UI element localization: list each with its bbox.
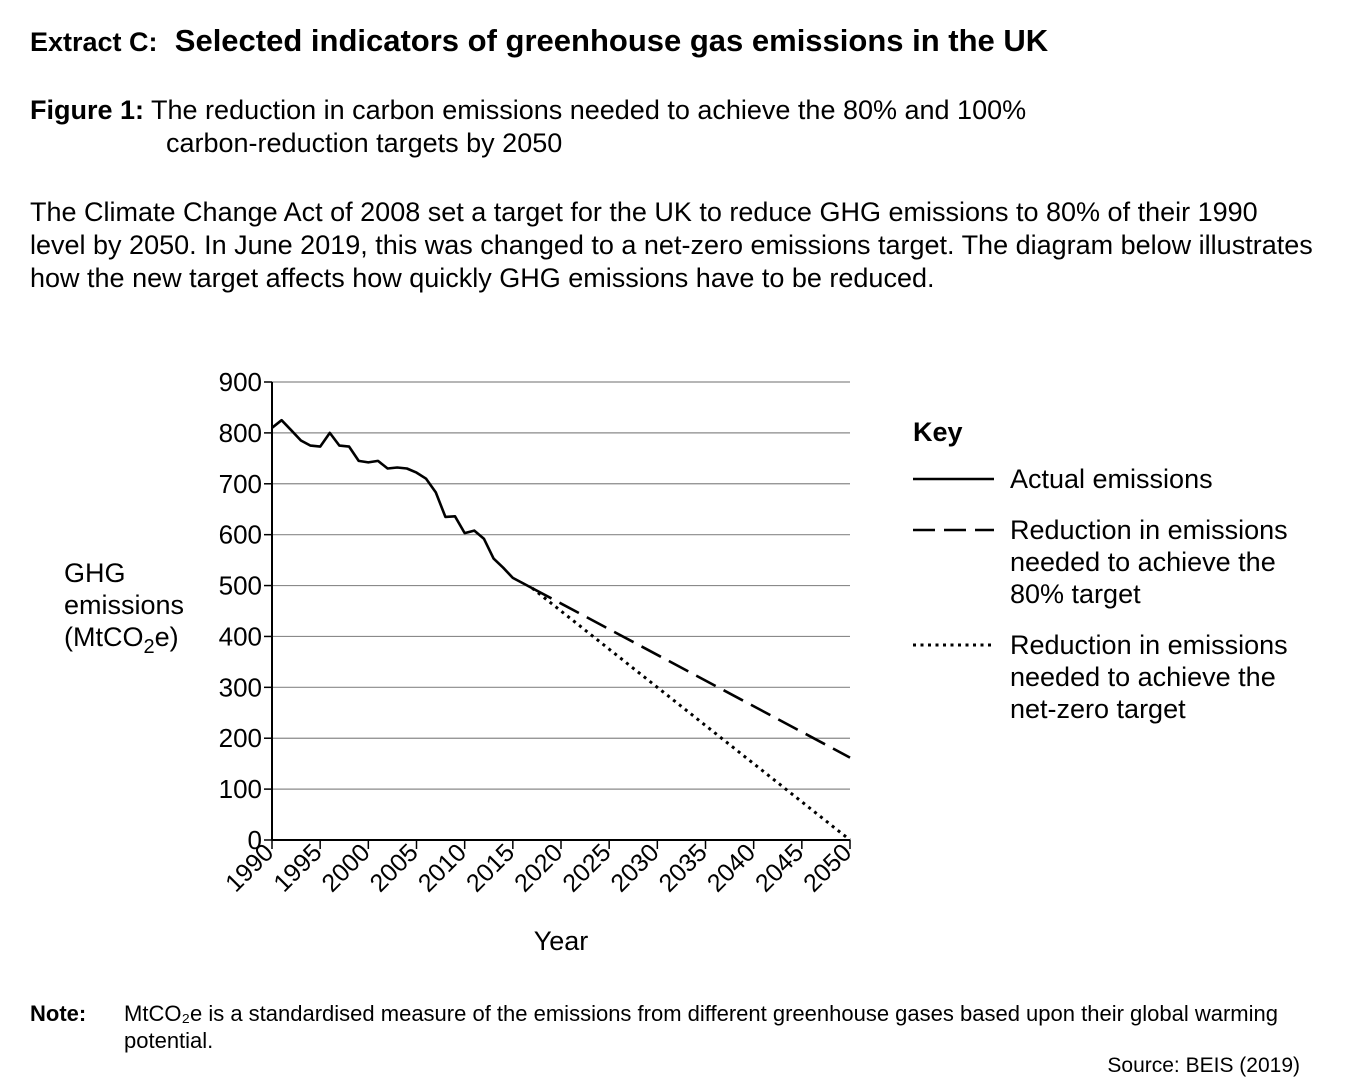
x-tick-label: 2050 — [798, 838, 857, 897]
extract-label: Extract C: — [30, 27, 158, 57]
legend-entry-text: Reduction in emissions — [1010, 515, 1288, 545]
y-tick-label: 300 — [219, 672, 262, 702]
x-tick-label: 2030 — [605, 838, 664, 897]
intro-paragraph: The Climate Change Act of 2008 set a tar… — [30, 197, 1313, 293]
y-axis-title-line: GHG — [64, 558, 126, 588]
x-tick-label: 2020 — [509, 838, 568, 897]
x-tick-label: 2045 — [750, 838, 809, 897]
legend-entry-text: 80% target — [1010, 579, 1141, 609]
legend-title: Key — [913, 417, 963, 447]
series-line-dashed — [531, 586, 851, 759]
x-tick-label: 1990 — [220, 838, 279, 897]
x-tick-label: 2035 — [654, 838, 713, 897]
x-axis-title: Year — [534, 926, 589, 956]
y-tick-label: 900 — [219, 367, 262, 397]
y-axis-title-line: emissions — [64, 590, 184, 620]
source-credit: Source: BEIS (2019) — [1107, 1054, 1300, 1077]
gridlines — [272, 381, 850, 790]
y-tick-label: 700 — [219, 469, 262, 499]
axes: 0 100 200 300 400 500 600 700 800 900 199019952000… — [219, 367, 858, 956]
legend: Key Actual emissions Reduction in emission… — [913, 417, 1288, 724]
y-tick-label: 500 — [219, 571, 262, 601]
x-tick-label: 2025 — [557, 838, 616, 897]
figure-caption: Figure 1: The reduction in carbon emissi… — [30, 94, 1026, 160]
series-line-solid — [271, 418, 533, 590]
extract-title: Selected indicators of greenhouse gas em… — [174, 23, 1049, 58]
series-lines — [271, 418, 851, 842]
note-label: Note: — [30, 1001, 87, 1026]
note-text: MtCO₂e is a standardised measure of the … — [124, 1001, 1278, 1053]
x-tick-label: 2015 — [461, 838, 520, 897]
x-tick-label: 2040 — [702, 838, 761, 897]
figure-label: Figure 1: — [30, 95, 145, 125]
legend-entry-text: Actual emissions — [1010, 464, 1213, 494]
x-tick-label: 2005 — [365, 838, 424, 897]
y-tick-label: 200 — [219, 723, 262, 753]
x-tick-label: 2010 — [413, 838, 472, 897]
y-tick-label: 800 — [219, 418, 262, 448]
figure-caption-line1: The reduction in carbon emissions needed… — [151, 95, 1027, 125]
x-tick-label: 2000 — [316, 838, 375, 897]
y-tick-label: 0 — [248, 825, 262, 855]
series-line-dotted — [531, 586, 851, 842]
legend-entry-text: needed to achieve the — [1010, 547, 1276, 577]
extract-heading: Extract C: Selected indicators of greenh… — [30, 24, 1048, 59]
legend-entry-text: needed to achieve the — [1010, 662, 1276, 692]
y-tick-label: 400 — [219, 621, 262, 651]
y-tick-label: 600 — [219, 520, 262, 550]
figure-caption-line2: carbon-reduction targets by 2050 — [166, 128, 563, 158]
y-axis-title-line: (MtCO2e) — [64, 622, 179, 658]
legend-entry-text: Reduction in emissions — [1010, 630, 1288, 660]
y-tick-label: 100 — [219, 774, 262, 804]
x-tick-label: 1995 — [268, 838, 327, 897]
legend-entry-text: net-zero target — [1010, 694, 1186, 724]
